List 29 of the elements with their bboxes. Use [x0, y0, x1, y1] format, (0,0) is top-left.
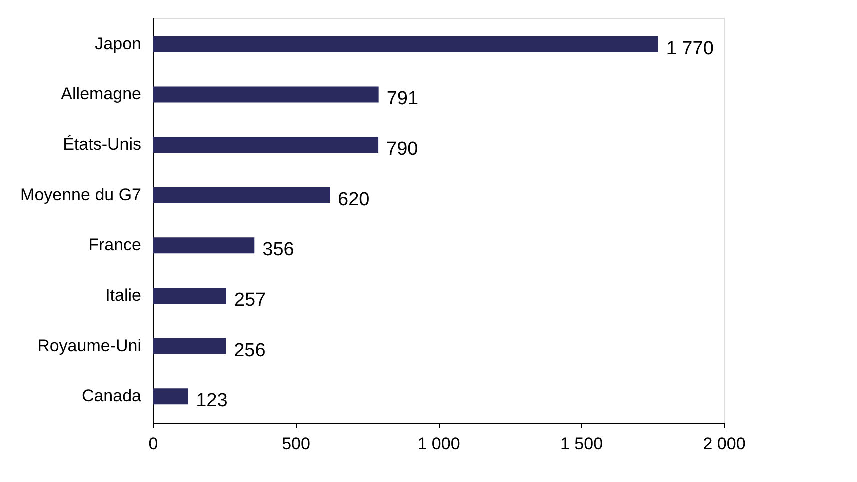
data-label: 356: [262, 240, 294, 261]
bar: [153, 238, 255, 254]
data-label: 257: [234, 290, 266, 311]
data-label: 123: [196, 390, 228, 412]
y-tick-label: Canada: [82, 386, 142, 406]
x-tick-label: 1 000: [418, 434, 460, 454]
data-label: 256: [234, 340, 266, 362]
y-tick-label: Moyenne du G7: [20, 185, 142, 204]
data-label: 620: [338, 189, 370, 210]
y-tick-label: Japon: [95, 34, 142, 54]
data-label: 1 770: [666, 38, 714, 60]
y-tick-label: France: [88, 236, 142, 255]
y-tick-label: Allemagne: [61, 84, 142, 104]
x-tick-label: 1 500: [560, 434, 604, 454]
data-label: 790: [386, 139, 418, 160]
bar: [153, 388, 188, 405]
bar: [153, 338, 226, 354]
x-tick-label: 0: [148, 434, 158, 454]
bar: [153, 137, 379, 154]
y-tick-label: Italie: [106, 286, 142, 305]
y-tick-label: Royaume-Uni: [38, 336, 142, 356]
bar: [153, 288, 226, 304]
bar: [153, 36, 658, 52]
data-label: 791: [386, 88, 419, 110]
bar: [153, 187, 330, 204]
x-tick-label: 500: [282, 434, 310, 454]
y-tick-label: États-Unis: [63, 135, 142, 154]
bar: [153, 86, 379, 103]
x-tick-label: 2 000: [703, 434, 746, 454]
